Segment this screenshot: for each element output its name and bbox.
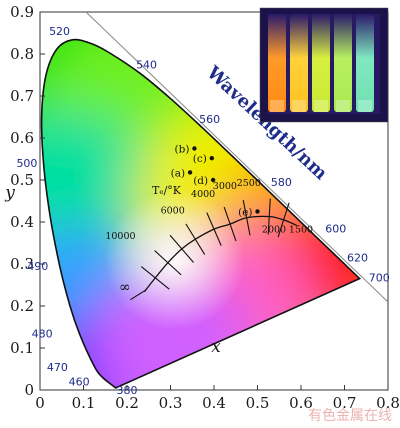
y-tick-label: 0 (24, 381, 34, 399)
watermark: 有色金属在线 (308, 407, 392, 424)
x-tick-label: 0.2 (115, 394, 139, 412)
y-tick-label: 0.3 (10, 255, 34, 273)
vial-4 (334, 14, 352, 112)
sample-point (187, 170, 193, 175)
wavelength-label: 480 (32, 327, 53, 340)
y-axis-label: y (4, 183, 15, 203)
wavelength-label: 540 (136, 59, 157, 72)
sample-point-label: (b) (175, 144, 190, 156)
cct-label: 3000 (213, 181, 237, 192)
sample-point (192, 146, 197, 151)
y-axis-ticks: 0 0.1 0.2 0.3 0.4 0.5 0.6 0.7 0.8 0.9 (10, 3, 45, 399)
isotherm-line (277, 202, 290, 238)
y-tick-label: 0.8 (10, 45, 34, 63)
x-tick-label: 0.6 (289, 394, 313, 412)
spectral-locus (40, 38, 362, 389)
sample-point-label: (e) (238, 207, 252, 219)
wavelength-label: 470 (47, 361, 68, 374)
x-tick-label: 0 (35, 394, 45, 412)
sample-point-label: (c) (193, 153, 207, 165)
x-tick-label: 0.1 (72, 394, 96, 412)
vial-5 (356, 14, 374, 112)
y-tick-label: 0.9 (10, 3, 34, 21)
wavelength-label: 620 (347, 252, 368, 265)
isotherm-line (154, 250, 182, 276)
tc-label: Tₑ/°K (152, 184, 182, 197)
x-tick-label: 0.8 (376, 394, 400, 412)
cct-label: 2500 (237, 178, 261, 189)
wavelength-label: 600 (325, 222, 346, 235)
x-axis-ticks: 0 0.1 0.2 0.3 0.4 0.5 0.6 0.7 0.8 (35, 385, 400, 412)
x-tick-label: 0.5 (246, 394, 270, 412)
cct-label: 10000 (105, 231, 135, 242)
wavelength-label: 460 (69, 376, 90, 389)
y-tick-label: 0.1 (10, 339, 34, 357)
cct-label: ∞ (119, 279, 131, 295)
isotherm-line (130, 289, 147, 301)
cct-label: 6000 (161, 206, 185, 217)
isotherm-line (267, 198, 271, 235)
wavelength-label: 560 (199, 113, 220, 126)
y-tick-label: 0.2 (10, 297, 34, 315)
cct-label: 4000 (191, 189, 215, 200)
isotherm-line (140, 266, 170, 290)
cct-label: 1500 (289, 225, 313, 236)
x-tick-label: 0.7 (333, 394, 357, 412)
wavelength-label: 500 (16, 157, 37, 170)
sample-point (255, 209, 260, 214)
isotemperature-lines (130, 198, 290, 301)
wavelength-label: 580 (271, 176, 292, 189)
isotherm-line (206, 212, 222, 246)
sample-point-label: (d) (193, 175, 208, 187)
vial-1 (268, 14, 286, 112)
x-axis-label: x (211, 337, 221, 357)
sample-points: (a) (b)(c) (d) (e) (171, 144, 260, 219)
x-tick-label: 0.4 (202, 394, 226, 412)
x-tick-label: 0.3 (159, 394, 183, 412)
cct-label: 2000 (262, 225, 286, 236)
wavelength-label: 700 (369, 271, 390, 284)
sample-point-label: (a) (171, 167, 185, 179)
y-tick-label: 0.4 (10, 213, 34, 231)
vial-3 (312, 14, 330, 112)
isotherm-line (185, 223, 206, 255)
y-tick-label: 0.7 (10, 87, 34, 105)
vial-2 (290, 14, 308, 112)
sample-point (209, 155, 215, 161)
isotherm-line (242, 200, 251, 236)
wavelength-label: 490 (27, 260, 48, 273)
y-tick-label: 0.6 (10, 129, 34, 147)
sample-point (210, 177, 216, 183)
isotherm-line (169, 234, 194, 263)
y-tick-label: 0.5 (10, 171, 34, 189)
wavelength-label: 380 (117, 384, 138, 397)
isotherm-line (223, 206, 237, 242)
wavelength-label: 520 (49, 25, 70, 38)
inset-photo (259, 7, 389, 123)
diagonal-line (85, 11, 389, 303)
